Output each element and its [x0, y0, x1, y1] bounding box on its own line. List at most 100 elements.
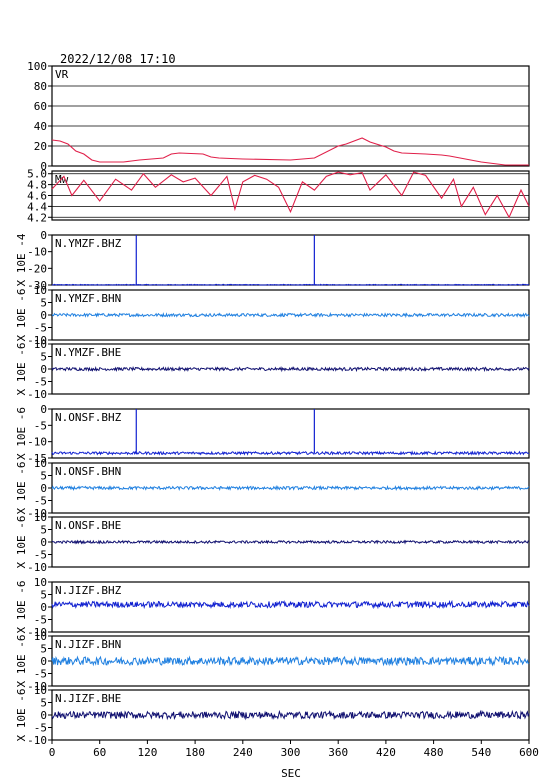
y-axis-label: X 10E -6 [15, 689, 28, 742]
x-axis-label: SEC [281, 767, 301, 780]
y-tick-label: -10 [27, 246, 47, 259]
panel-frame [51, 234, 530, 286]
y-tick-label: 80 [34, 80, 47, 93]
y-axis-label: X 10E -6 [15, 581, 28, 634]
y-tick-label: -10 [27, 334, 47, 347]
y-tick-label: -10 [27, 626, 47, 639]
y-tick-label: -5 [34, 722, 47, 735]
y-tick-label: -10 [27, 507, 47, 520]
x-tick-label: 60 [93, 746, 106, 759]
panel-title: N.ONSF.BHE [55, 519, 121, 532]
x-tick-label: 120 [137, 746, 157, 759]
y-axis-label: X 10E -6 [15, 289, 28, 342]
y-tick-label: -30 [27, 279, 47, 292]
y-tick-label: 10 [34, 576, 47, 589]
y-tick-label: -5 [34, 376, 47, 389]
waveform-trace [51, 599, 530, 610]
waveform-trace [51, 311, 530, 319]
y-tick-label: 0 [40, 403, 47, 416]
y-tick-label: 20 [34, 140, 47, 153]
y-tick-label: 100 [27, 60, 47, 73]
x-tick-label: 480 [424, 746, 444, 759]
panel-title: N.JIZF.BHE [55, 692, 121, 705]
y-tick-label: 60 [34, 100, 47, 113]
y-tick-label: 0 [40, 655, 47, 668]
y-tick-label: 0 [40, 601, 47, 614]
y-tick-label: 5.0 [27, 168, 47, 181]
series-line [51, 137, 529, 166]
waveform-trace [51, 450, 530, 456]
y-tick-label: 5 [40, 470, 47, 483]
timestamp-title: 2022/12/08 17:10 [60, 52, 176, 66]
series-line [51, 171, 530, 219]
panel-mw: 4.24.44.64.85.0 Mw [27, 168, 530, 224]
y-tick-label: 10 [34, 284, 47, 297]
waveform-trace [51, 655, 530, 667]
y-tick-label: -5 [34, 419, 47, 432]
x-tick-label: 0 [49, 746, 56, 759]
x-tick-label: 540 [471, 746, 491, 759]
y-tick-label: 5 [40, 351, 47, 364]
x-tick-label: 300 [281, 746, 301, 759]
y-tick-label: -10 [27, 680, 47, 693]
y-tick-label: 4.8 [27, 179, 47, 192]
y-axis-label: X 10E -6 [15, 516, 28, 569]
panel-title: VR [55, 68, 69, 81]
y-tick-label: -5 [34, 549, 47, 562]
panel-title: N.ONSF.BHZ [55, 411, 122, 424]
y-tick-label: -15 [27, 452, 47, 465]
y-axis-label: X 10E -6 [15, 462, 28, 515]
y-tick-label: -10 [27, 388, 47, 401]
y-tick-label: 5 [40, 643, 47, 656]
x-tick-label: 180 [185, 746, 205, 759]
x-tick-label: 240 [233, 746, 253, 759]
x-tick-label: 420 [376, 746, 396, 759]
y-axis-label: X 10E -6 [15, 343, 28, 396]
y-tick-label: 5 [40, 589, 47, 602]
y-tick-label: 0 [40, 482, 47, 495]
y-tick-label: 4.4 [27, 200, 47, 213]
y-tick-label: -10 [27, 734, 47, 747]
panel-n-ymzf-bhz: -30 -20 -10 0 N.YMZF.BHZ X 10E -4 [15, 229, 530, 292]
x-axis: 0 60 120 180 240 300 360 420 480 540 600 [49, 740, 539, 759]
y-tick-label: 0 [40, 160, 47, 173]
y-tick-label: 0 [40, 309, 47, 322]
y-tick-label: 10 [34, 684, 47, 697]
waveform-trace [51, 283, 530, 286]
panel-vr: 0 20 40 60 80 100 VR [27, 60, 530, 173]
panel-frame [51, 65, 530, 167]
x-tick-label: 600 [519, 746, 539, 759]
y-tick-label: -5 [34, 614, 47, 627]
y-tick-label: 0 [40, 536, 47, 549]
panel-title: N.YMZF.BHN [55, 292, 121, 305]
y-tick-label: 5 [40, 697, 47, 710]
y-tick-label: 10 [34, 338, 47, 351]
y-tick-label: 0 [40, 709, 47, 722]
x-tick-label: 360 [328, 746, 348, 759]
y-tick-label: 5 [40, 524, 47, 537]
y-tick-label: 0 [40, 363, 47, 376]
y-tick-label: -5 [34, 322, 47, 335]
y-tick-label: -10 [27, 436, 47, 449]
y-axis-label: X 10E -6 [15, 635, 28, 688]
y-tick-label: 10 [34, 630, 47, 643]
waveform-trace [51, 365, 530, 373]
panel-frame [51, 408, 530, 459]
y-tick-label: 10 [34, 511, 47, 524]
panel-n-onsf-bhz: -15 -10 -5 0 N.ONSF.BHZ X 10E -6 [15, 403, 530, 465]
y-tick-label: 40 [34, 120, 47, 133]
panel-title: N.JIZF.BHZ [55, 584, 122, 597]
y-tick-label: 5 [40, 297, 47, 310]
y-tick-label: 4.2 [27, 211, 47, 224]
y-tick-label: 10 [34, 457, 47, 470]
waveform-trace [51, 709, 530, 721]
